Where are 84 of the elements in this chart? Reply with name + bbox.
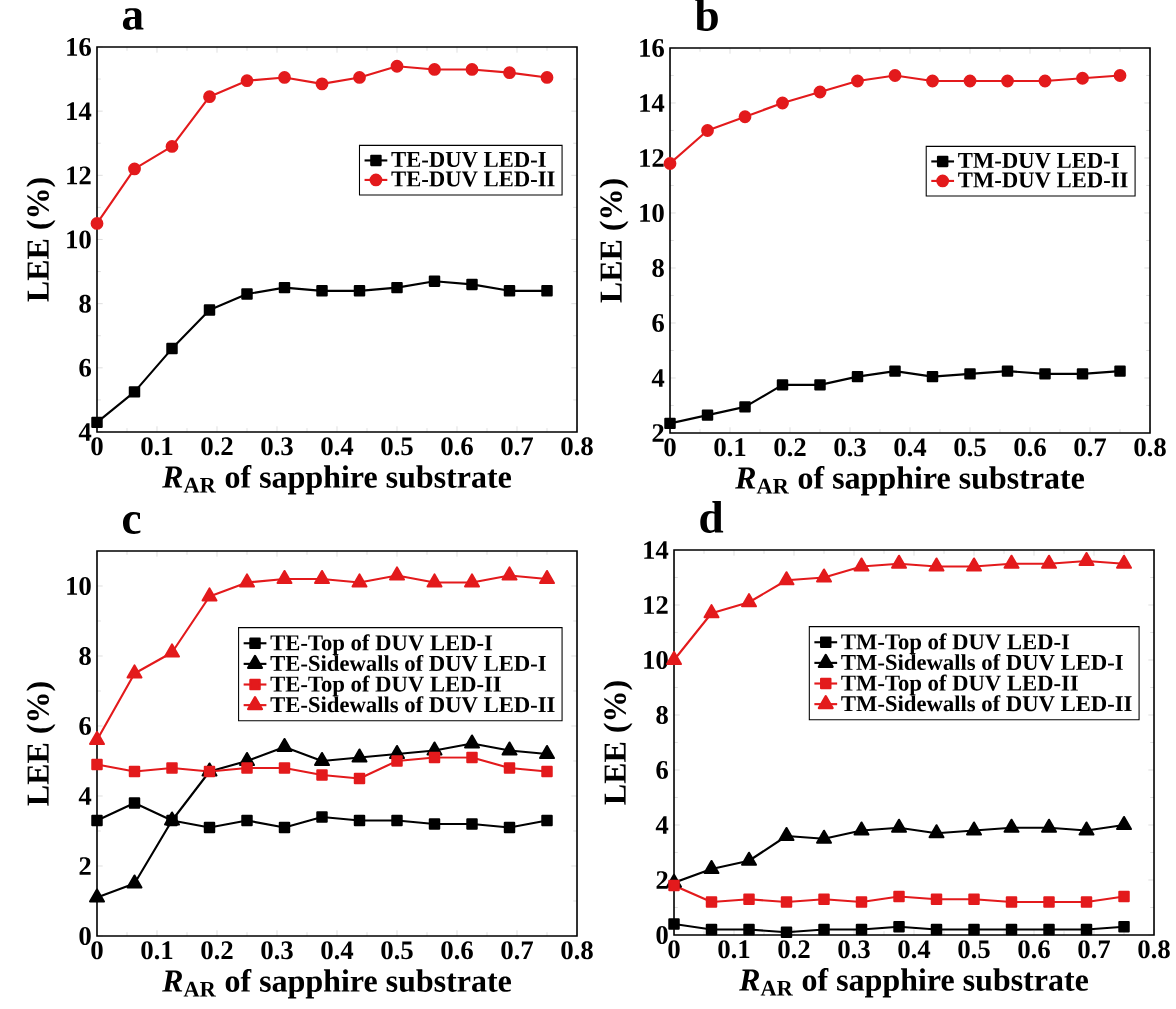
y-tick-label: 6 xyxy=(79,717,91,735)
x-tick-label: 0.6 xyxy=(1014,438,1046,457)
legend-label: TE-Top of DUV LED-II xyxy=(270,675,501,697)
y-tick-label: 12 xyxy=(644,596,668,614)
x-axis-title: R$_{AR}$ of sapphire substrate xyxy=(735,466,1085,496)
y-tick-label: 14 xyxy=(640,94,665,112)
x-tick-label: 0.2 xyxy=(201,941,233,960)
y-tick-label: 6 xyxy=(656,761,668,779)
x-tick-label: 0.1 xyxy=(141,437,173,456)
y-tick-label: 8 xyxy=(79,647,91,665)
legend-label: TE-DUV LED-II xyxy=(391,171,555,187)
y-tick-label: 4 xyxy=(651,369,665,387)
y-tick-label: 0 xyxy=(656,926,668,944)
y-tick-label: 14 xyxy=(67,102,92,120)
x-tick-label: 0.1 xyxy=(718,940,750,959)
y-tick-label: 10 xyxy=(67,230,91,249)
y-tick-label: 14 xyxy=(644,541,669,559)
chart-title: c xyxy=(122,512,141,534)
legend-label: TM-DUV LED-I xyxy=(958,153,1119,169)
legend-label: TM-Sidewalls of DUV LED-II xyxy=(841,695,1132,712)
x-tick-label: 0.1 xyxy=(714,438,746,457)
x-tick-label: 0.4 xyxy=(898,940,931,959)
legend-label: TM-Top of DUV LED-II xyxy=(841,674,1078,696)
y-tick-label: 8 xyxy=(656,706,668,724)
x-tick-label: 0.8 xyxy=(561,437,593,456)
y-axis-title: LEE (%) xyxy=(26,178,56,302)
x-tick-label: 0.2 xyxy=(201,437,233,456)
x-tick-label: 0.3 xyxy=(834,438,866,457)
y-tick-label: 2 xyxy=(79,857,91,875)
x-tick-label: 0.2 xyxy=(778,940,810,959)
x-axis-title: R$_{AR}$ of sapphire substrate xyxy=(162,969,512,999)
legend-label: TM-Top of DUV LED-I xyxy=(841,633,1070,655)
y-tick-label: 4 xyxy=(78,787,92,805)
y-tick-label: 10 xyxy=(644,651,668,669)
x-tick-label: 0.5 xyxy=(958,940,990,959)
x-tick-label: 0.7 xyxy=(1078,940,1111,959)
chart-title: d xyxy=(700,501,724,533)
x-tick-label: 0.5 xyxy=(381,941,413,960)
x-axis-title: R$_{AR}$ of sapphire substrate xyxy=(739,968,1089,998)
x-tick-label: 0.2 xyxy=(774,438,806,457)
x-tick-label: 0.5 xyxy=(954,438,986,457)
y-tick-label: 6 xyxy=(652,314,664,332)
y-tick-label: 10 xyxy=(67,577,91,595)
x-axis-title: R$_{AR}$ of sapphire substrate xyxy=(162,465,512,495)
y-tick-label: 0 xyxy=(79,927,91,945)
y-tick-label: 2 xyxy=(652,424,664,442)
y-tick-label: 12 xyxy=(67,166,91,185)
x-tick-label: 0.4 xyxy=(321,437,354,456)
legend-label: TE-DUV LED-I xyxy=(391,152,546,168)
chart-title: a xyxy=(122,8,144,30)
x-tick-label: 0.7 xyxy=(1074,438,1107,457)
x-tick-label: 0.8 xyxy=(1134,438,1166,457)
x-tick-label: 0.3 xyxy=(261,941,293,960)
y-tick-label: 6 xyxy=(79,358,91,377)
y-tick-label: 2 xyxy=(656,871,668,889)
legend-label: TE-Top of DUV LED-I xyxy=(270,634,493,656)
legend-label: TE-Sidewalls of DUV LED-I xyxy=(270,654,546,672)
y-axis-title: LEE (%) xyxy=(603,681,633,805)
y-tick-label: 4 xyxy=(655,816,669,834)
y-axis-title: LEE (%) xyxy=(599,179,629,303)
x-tick-label: 0.1 xyxy=(141,941,173,960)
x-tick-label: 0.6 xyxy=(1018,940,1050,959)
x-tick-label: 0.7 xyxy=(501,437,534,456)
x-tick-label: 0.8 xyxy=(561,941,593,960)
y-tick-label: 12 xyxy=(640,149,664,167)
legend-label: TM-DUV LED-II xyxy=(958,172,1128,188)
y-tick-label: 10 xyxy=(640,203,664,222)
legend-label: TE-Sidewalls of DUV LED-II xyxy=(270,696,555,713)
y-tick-label: 8 xyxy=(652,258,664,277)
x-tick-label: 0.7 xyxy=(501,941,534,960)
x-tick-label: 0.6 xyxy=(441,437,473,456)
y-tick-label: 4 xyxy=(78,423,92,441)
x-tick-label: 0.4 xyxy=(321,941,354,960)
x-tick-label: 0.8 xyxy=(1138,940,1170,959)
y-axis-title: LEE (%) xyxy=(26,682,56,806)
x-tick-label: 0.6 xyxy=(441,941,473,960)
legend-label: TM-Sidewalls of DUV LED-I xyxy=(841,653,1123,671)
x-tick-label: 0.3 xyxy=(838,940,870,959)
x-tick-label: 0.4 xyxy=(894,438,927,457)
y-tick-label: 16 xyxy=(67,38,91,56)
y-tick-label: 8 xyxy=(79,294,91,313)
x-tick-label: 0.5 xyxy=(381,437,413,456)
x-tick-label: 0.3 xyxy=(261,437,293,456)
y-tick-label: 16 xyxy=(640,39,664,57)
